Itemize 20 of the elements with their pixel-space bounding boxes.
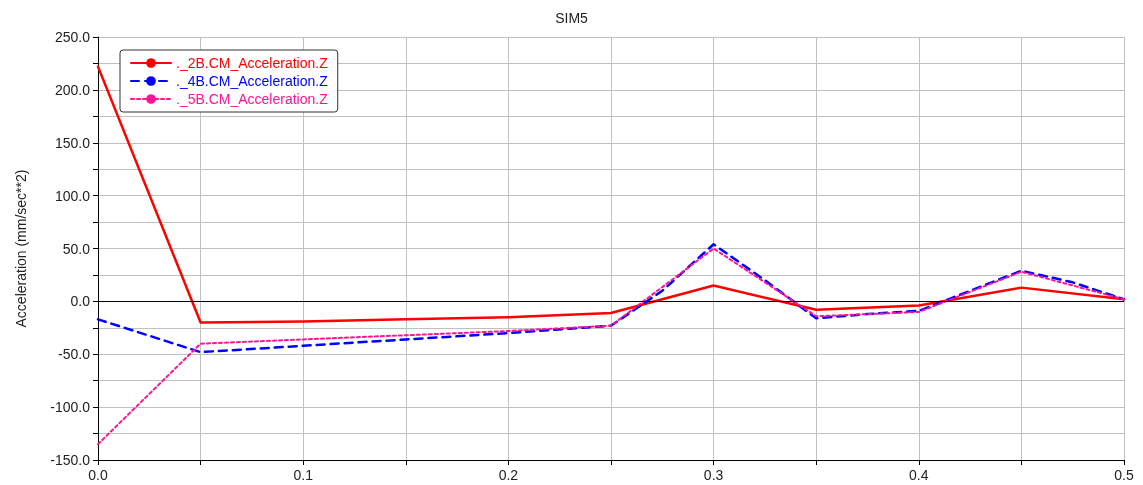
legend-label: ._2B.CM_Acceleration.Z: [176, 55, 329, 71]
x-tick-label: 0.4: [909, 467, 929, 483]
y-tick-label: -50.0: [58, 346, 91, 363]
x-tick-label: 0.3: [703, 467, 724, 483]
x-tick-label: 0.0: [88, 467, 108, 483]
chart-title: SIM5: [555, 10, 589, 26]
y-axis-title: Acceleration (mm/sec**2): [13, 169, 29, 328]
y-tick-label: 150.0: [54, 134, 91, 151]
y-tick-label: 100.0: [54, 187, 91, 204]
x-tick-label: 0.1: [293, 467, 314, 483]
y-tick-label: -150.0: [50, 452, 91, 468]
y-tick-label: 200.0: [54, 81, 91, 98]
y-tick-label: 50.0: [62, 240, 91, 257]
legend-label: ._4B.CM_Acceleration.Z: [176, 73, 329, 89]
y-tick-label: 0.0: [70, 293, 91, 310]
x-tick-label: 0.5: [1114, 467, 1134, 483]
y-tick-label: -100.0: [50, 399, 91, 416]
legend-label: ._5B.CM_Acceleration.Z: [176, 91, 329, 107]
x-tick-label: 0.2: [498, 467, 519, 483]
y-tick-label: 250.0: [54, 29, 91, 45]
